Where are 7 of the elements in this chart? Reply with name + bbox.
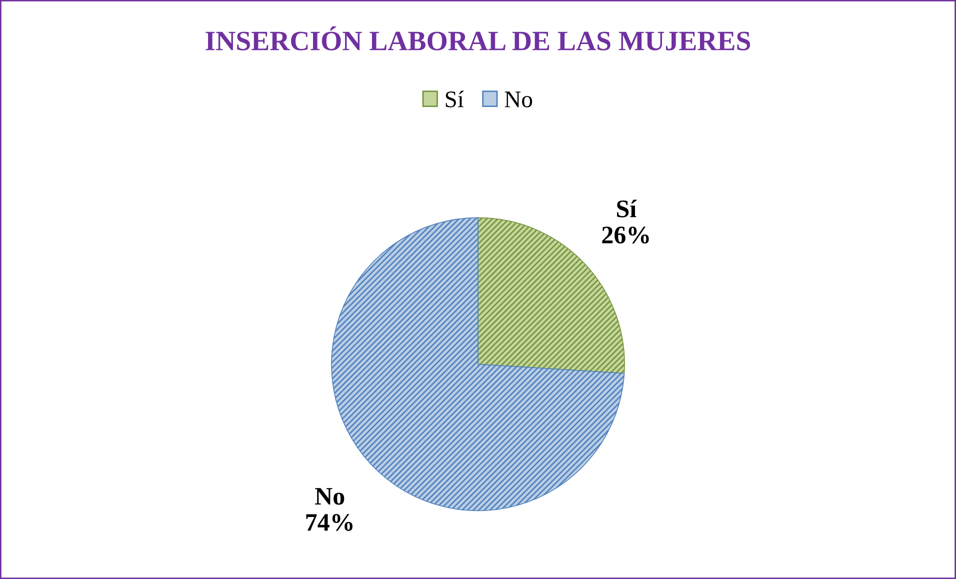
slice-label: Sí: [617, 200, 637, 218]
chart-title: INSERCIÓN LABORAL DE LAS MUJERES: [206, 26, 750, 50]
data-label: 26%: [602, 226, 649, 244]
legend-label: No: [504, 92, 532, 108]
legend-label: Sí: [446, 90, 464, 108]
slice-label: No: [315, 488, 344, 505]
data-label: 74%: [306, 514, 352, 531]
